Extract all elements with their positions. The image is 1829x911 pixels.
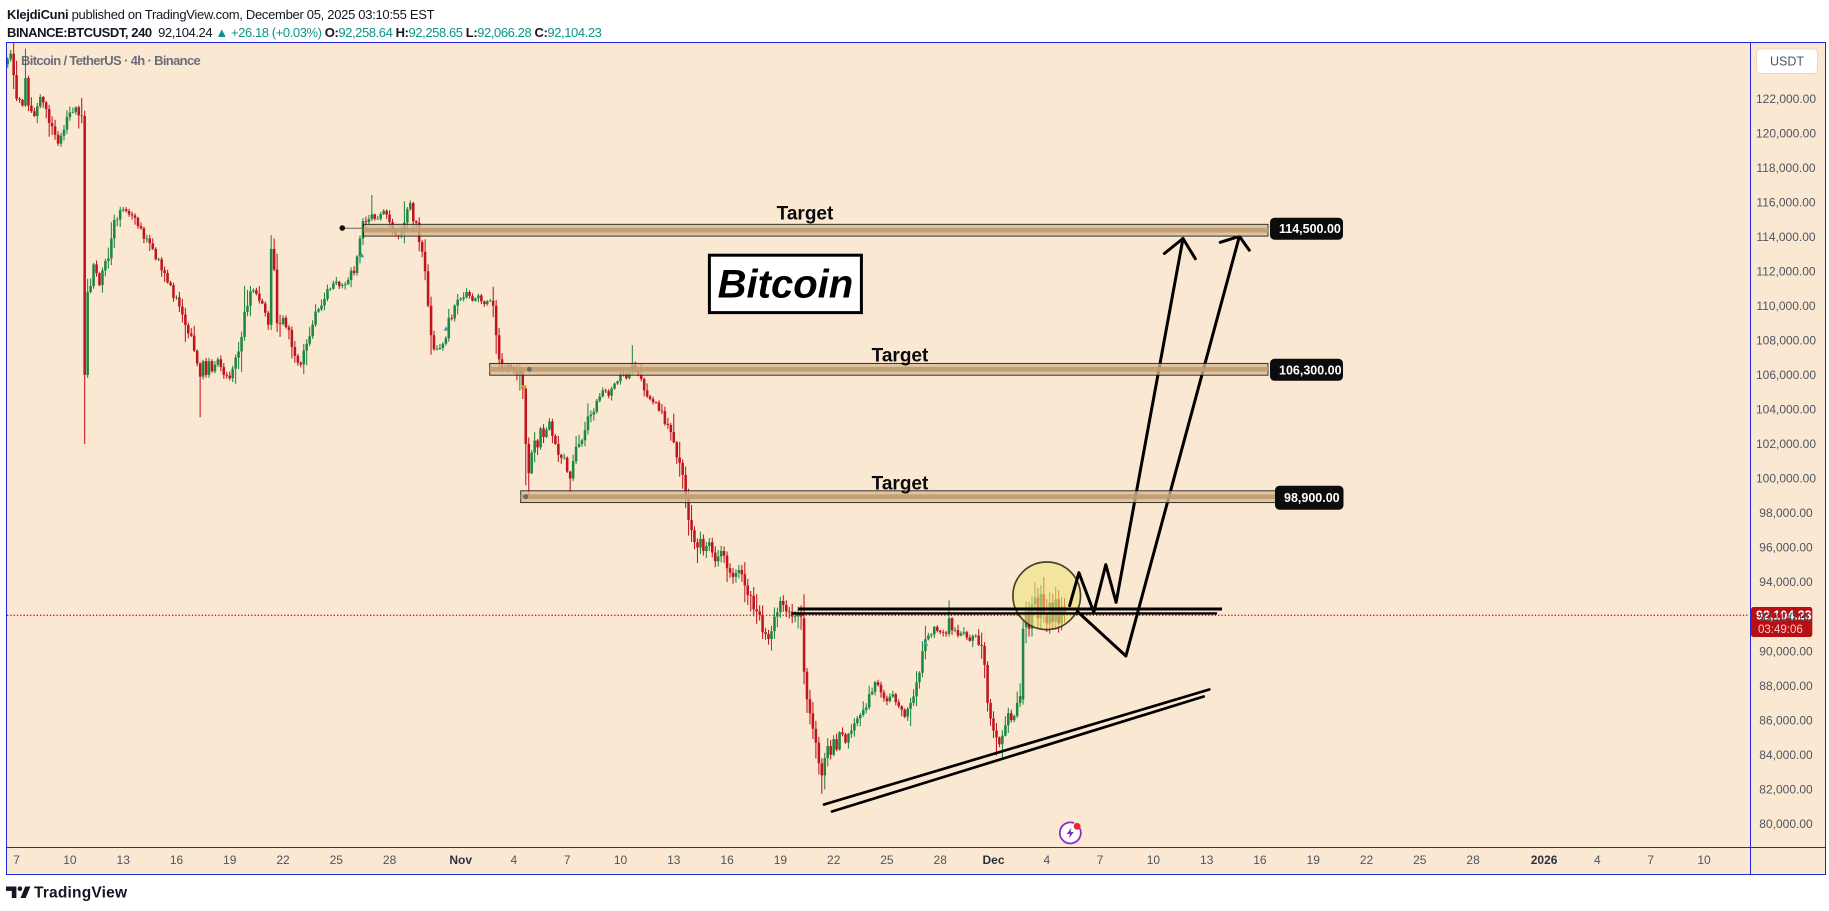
svg-text:122,000.00: 122,000.00	[1756, 92, 1816, 106]
svg-text:94,000.00: 94,000.00	[1759, 575, 1813, 589]
svg-text:7: 7	[13, 853, 20, 867]
svg-text:13: 13	[667, 853, 681, 867]
svg-text:22: 22	[827, 853, 841, 867]
svg-text:28: 28	[934, 853, 948, 867]
svg-text:104,000.00: 104,000.00	[1756, 403, 1816, 417]
svg-text:7: 7	[1097, 853, 1104, 867]
svg-text:USDT: USDT	[1770, 55, 1804, 69]
svg-text:13: 13	[117, 853, 131, 867]
svg-text:90,000.00: 90,000.00	[1759, 644, 1813, 658]
svg-text:Dec: Dec	[982, 853, 1004, 867]
svg-text:19: 19	[223, 853, 237, 867]
svg-text:19: 19	[774, 853, 788, 867]
svg-text:102,000.00: 102,000.00	[1756, 437, 1816, 451]
svg-text:92,000.00: 92,000.00	[1759, 610, 1813, 624]
svg-text:28: 28	[383, 853, 397, 867]
svg-text:Nov: Nov	[449, 853, 472, 867]
svg-text:114,000.00: 114,000.00	[1756, 230, 1815, 244]
svg-text:86,000.00: 86,000.00	[1759, 713, 1813, 727]
svg-text:96,000.00: 96,000.00	[1759, 541, 1813, 555]
svg-text:120,000.00: 120,000.00	[1756, 126, 1816, 140]
svg-text:110,000.00: 110,000.00	[1756, 299, 1815, 313]
svg-text:25: 25	[880, 853, 894, 867]
svg-text:100,000.00: 100,000.00	[1756, 472, 1816, 486]
svg-text:82,000.00: 82,000.00	[1759, 782, 1813, 796]
svg-text:106,300.00: 106,300.00	[1279, 363, 1342, 377]
svg-text:98,000.00: 98,000.00	[1759, 506, 1813, 520]
svg-text:116,000.00: 116,000.00	[1756, 196, 1815, 210]
svg-text:03:49:06: 03:49:06	[1758, 624, 1803, 636]
svg-text:7: 7	[564, 853, 571, 867]
svg-text:106,000.00: 106,000.00	[1756, 368, 1816, 382]
svg-text:118,000.00: 118,000.00	[1756, 161, 1815, 175]
svg-text:Bitcoin: Bitcoin	[718, 263, 854, 307]
svg-text:84,000.00: 84,000.00	[1759, 748, 1813, 762]
svg-text:10: 10	[1697, 853, 1711, 867]
svg-text:13: 13	[1200, 853, 1214, 867]
svg-text:16: 16	[1253, 853, 1267, 867]
svg-text:Target: Target	[872, 346, 929, 367]
svg-text:4: 4	[511, 853, 518, 867]
svg-text:114,500.00: 114,500.00	[1279, 222, 1341, 236]
svg-text:4: 4	[1043, 853, 1050, 867]
svg-text:80,000.00: 80,000.00	[1759, 817, 1813, 831]
svg-text:19: 19	[1307, 853, 1321, 867]
svg-text:22: 22	[1360, 853, 1374, 867]
svg-text:TradingView: TradingView	[34, 885, 128, 902]
svg-text:25: 25	[1413, 853, 1427, 867]
svg-text:Target: Target	[872, 474, 929, 495]
svg-text:92,104.23: 92,104.23	[1756, 609, 1812, 623]
svg-text:10: 10	[614, 853, 628, 867]
svg-text:16: 16	[720, 853, 734, 867]
svg-text:10: 10	[1147, 853, 1161, 867]
svg-text:Target: Target	[777, 204, 834, 225]
svg-text:10: 10	[63, 853, 77, 867]
svg-text:112,000.00: 112,000.00	[1756, 265, 1815, 279]
svg-text:25: 25	[330, 853, 344, 867]
svg-text:7: 7	[1647, 853, 1654, 867]
svg-text:28: 28	[1466, 853, 1480, 867]
svg-text:108,000.00: 108,000.00	[1756, 334, 1816, 348]
svg-text:22: 22	[276, 853, 290, 867]
svg-text:88,000.00: 88,000.00	[1759, 679, 1813, 693]
svg-text:4: 4	[1594, 853, 1601, 867]
svg-text:98,900.00: 98,900.00	[1284, 491, 1340, 505]
svg-text:2026: 2026	[1531, 853, 1558, 867]
svg-text:16: 16	[170, 853, 184, 867]
